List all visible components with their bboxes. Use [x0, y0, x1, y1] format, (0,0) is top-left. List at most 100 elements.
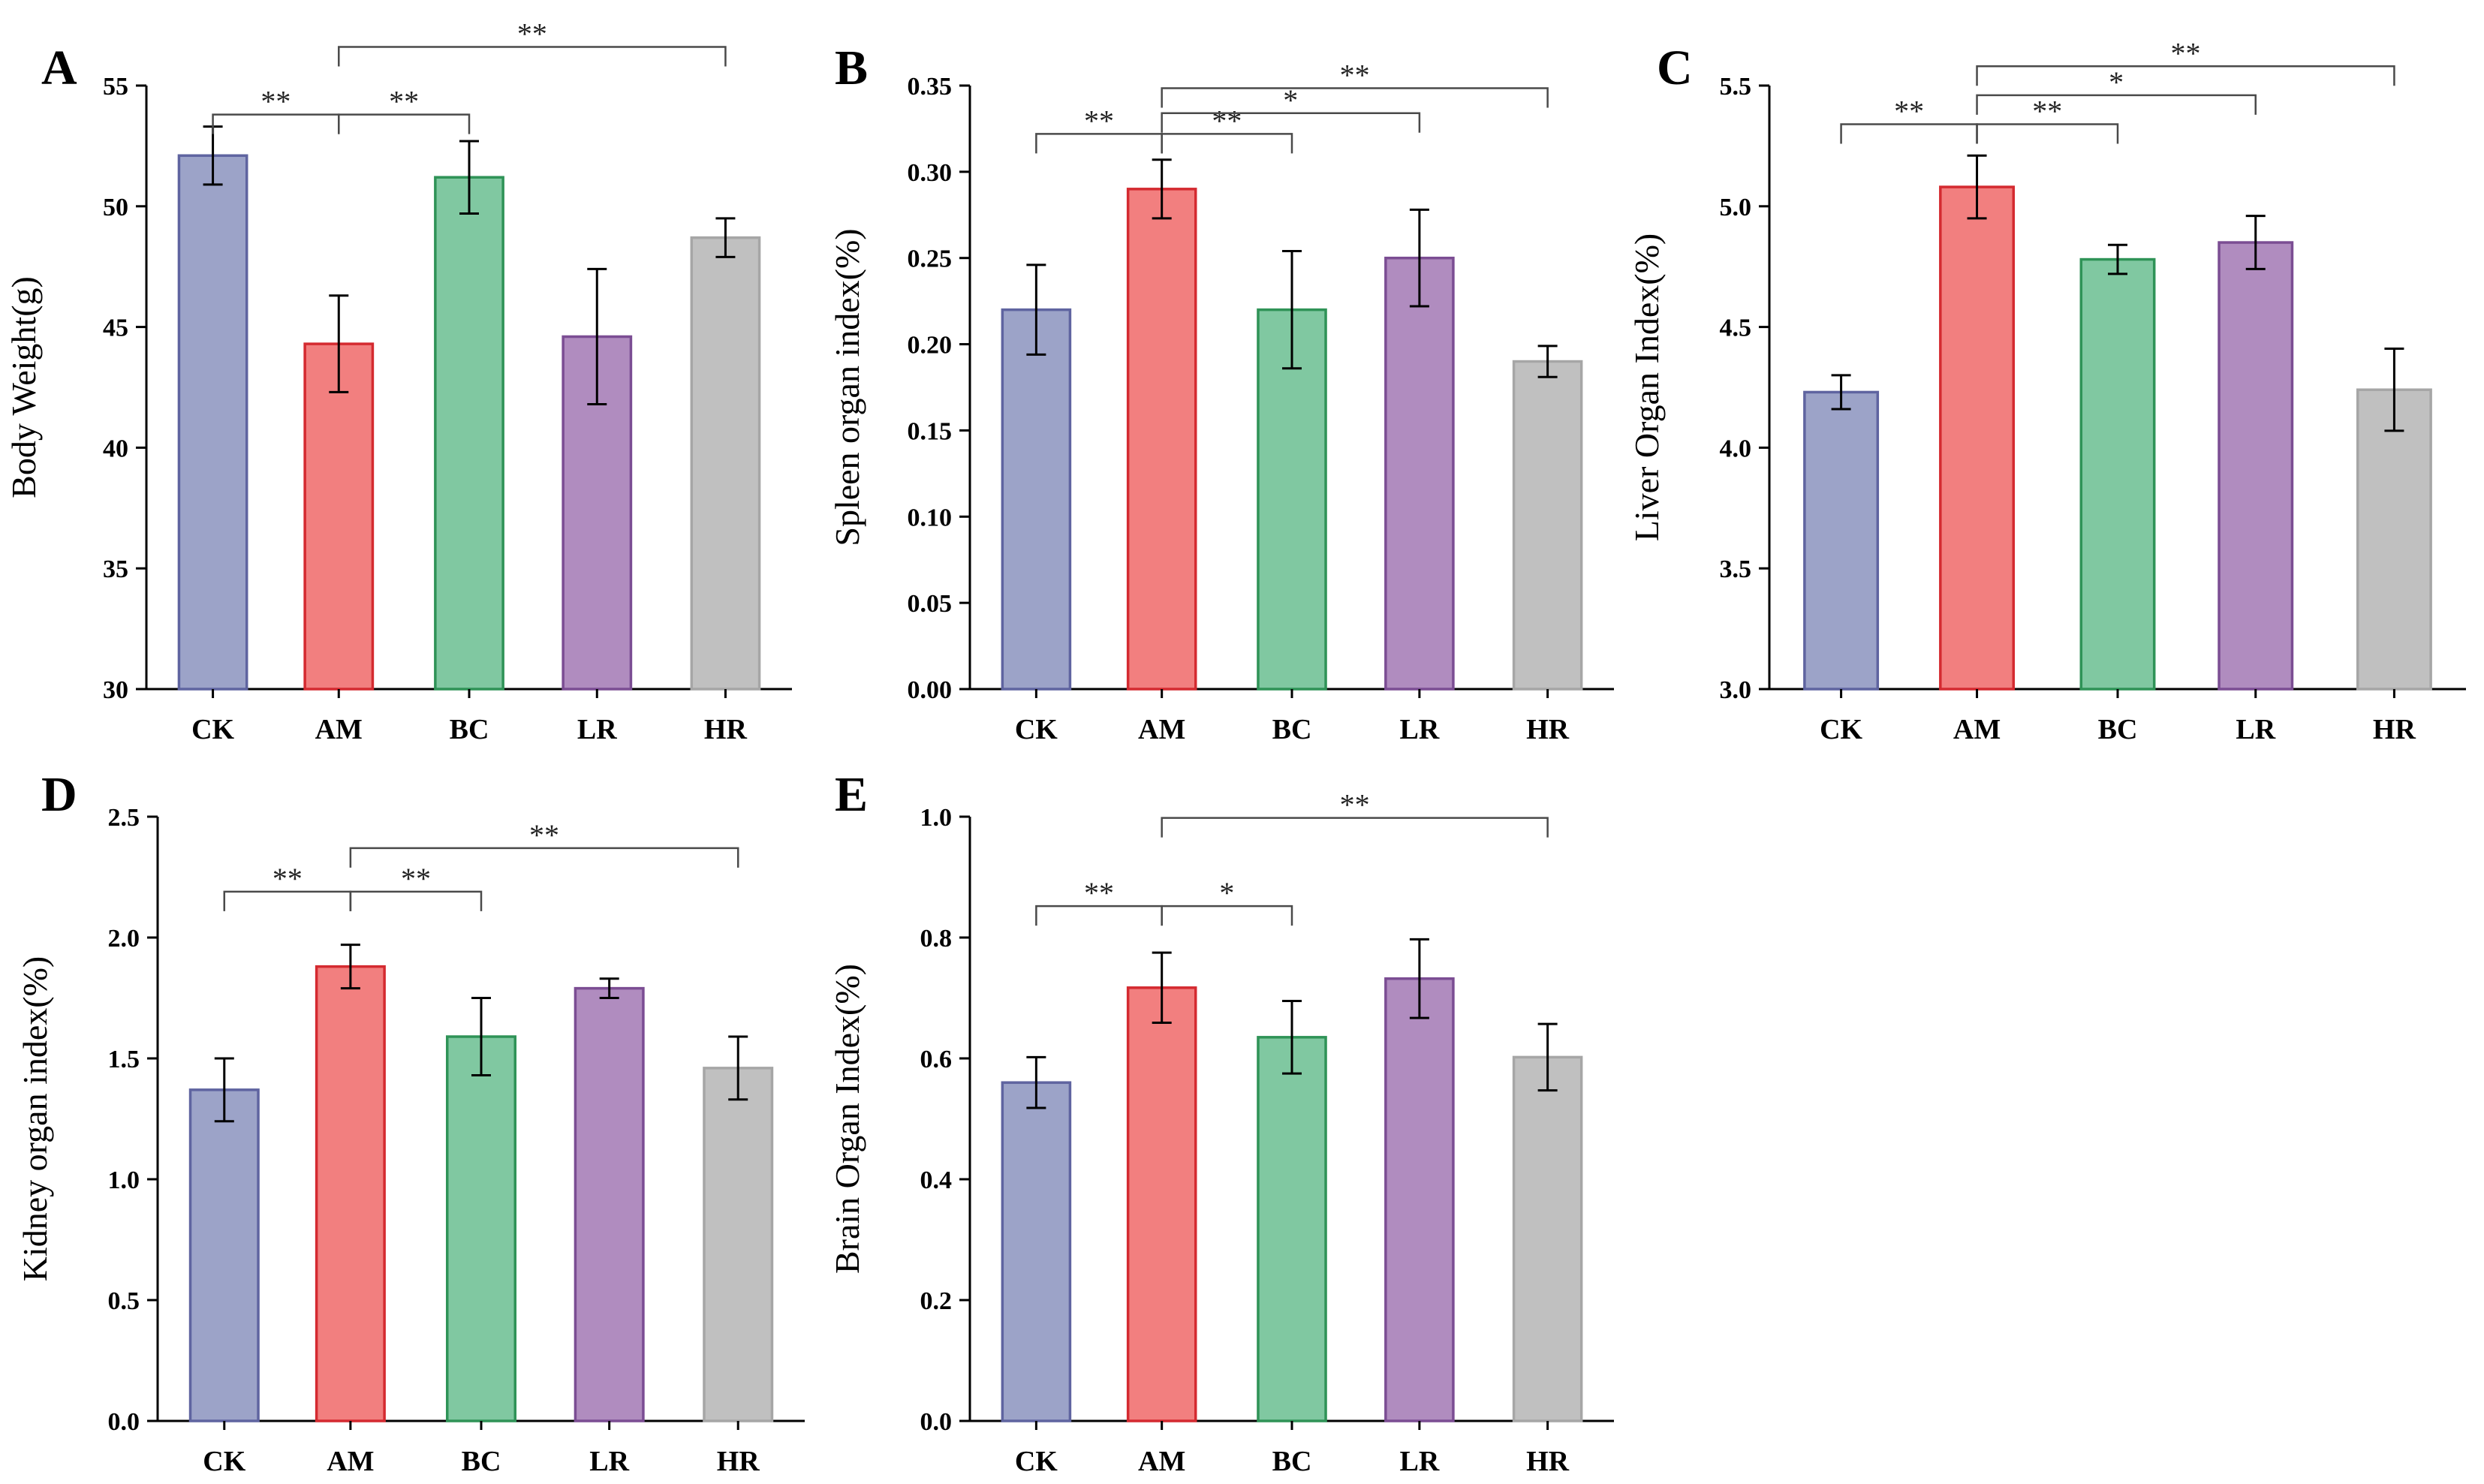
error-bar-lr — [2245, 215, 2266, 270]
x-tick-label: AM — [1138, 1446, 1185, 1477]
significance-bracket — [1976, 65, 2395, 86]
y-tick-label: 0.30 — [908, 159, 953, 187]
y-tick-label: 3.0 — [1720, 676, 1752, 704]
y-tick-label: 2.5 — [108, 804, 140, 832]
x-tick-label: LR — [2236, 714, 2275, 745]
x-tick-label: BC — [2098, 714, 2138, 745]
y-tick-label: 0.15 — [908, 417, 953, 445]
bar-lr — [2218, 241, 2294, 691]
significance-label: ** — [2032, 94, 2062, 128]
significance-bracket — [338, 113, 471, 134]
y-tick-label: 1.0 — [920, 804, 953, 832]
bar-ck — [1803, 390, 1880, 691]
significance-bracket — [1161, 112, 1421, 133]
y-axis-title: Spleen organ index(%) — [828, 228, 866, 546]
significance-label: ** — [517, 17, 547, 51]
significance-label: ** — [1212, 104, 1242, 137]
y-tick-label: 0.20 — [908, 332, 953, 360]
panel-letter: B — [835, 41, 868, 95]
significance-label: ** — [401, 862, 431, 896]
y-tick-label: 0.10 — [908, 504, 953, 531]
error-bar-ck — [1026, 1055, 1046, 1109]
y-axis-title: Body Weight(g) — [5, 276, 43, 498]
y-tick-label: 45 — [103, 315, 128, 342]
y-tick-label: 2.0 — [108, 925, 140, 953]
y-tick-label: 0.00 — [908, 676, 953, 704]
bar-lr — [1384, 256, 1455, 691]
x-tick-label: LR — [577, 714, 617, 745]
x-tick-label: AM — [327, 1446, 374, 1477]
error-bar-hr — [715, 217, 736, 258]
error-bar-bc — [1282, 250, 1302, 370]
x-tick-label: CK — [191, 714, 234, 745]
bar-am — [315, 965, 386, 1422]
error-bar-lr — [599, 977, 619, 999]
bar-bc — [1257, 1036, 1327, 1422]
x-tick-label: LR — [1399, 1446, 1439, 1477]
y-tick-label: 0.35 — [908, 73, 953, 101]
y-tick-label: 5.5 — [1720, 73, 1752, 101]
bar-hr — [703, 1067, 774, 1422]
x-tick-label: HR — [1526, 714, 1570, 745]
bar-lr — [574, 986, 645, 1422]
bar-am — [1126, 188, 1197, 691]
y-tick-label: 0.5 — [108, 1287, 140, 1315]
x-tick-label: HR — [1526, 1446, 1570, 1477]
y-axis-title: Liver Organ Index(%) — [1627, 233, 1666, 541]
significance-bracket — [1976, 123, 2119, 144]
error-bar-bc — [459, 140, 479, 215]
y-tick-label: 35 — [103, 555, 128, 583]
y-tick-label: 30 — [103, 676, 128, 704]
x-tick-label: CK — [203, 1446, 245, 1477]
error-bar-am — [329, 294, 349, 393]
panel-letter: A — [41, 41, 77, 95]
significance-label: ** — [529, 818, 559, 852]
x-tick-label: BC — [1272, 1446, 1312, 1477]
significance-label: ** — [1894, 94, 1924, 128]
error-bar-hr — [728, 1035, 748, 1101]
bar-am — [1939, 185, 2016, 691]
y-tick-label: 0.0 — [108, 1408, 140, 1436]
y-tick-label: 55 — [103, 73, 128, 101]
x-tick-label: CK — [1820, 714, 1862, 745]
error-bar-lr — [1409, 208, 1429, 308]
bar-hr — [1512, 1055, 1583, 1422]
error-bar-ck — [1831, 374, 1851, 411]
x-tick-label: AM — [315, 714, 363, 745]
panel-d: D 0.0 0.5 1.0 1.5 2.0 2.5 Kidney organ index(%)… — [16, 767, 805, 1477]
x-tick-label: LR — [589, 1446, 629, 1477]
panel-b: B 0.00 0.05 0.10 0.15 0.20 0.25 0.30 0.35 Spleen … — [828, 41, 1614, 745]
bar-lr — [1384, 977, 1455, 1422]
error-bar-hr — [2384, 348, 2404, 432]
error-bar-am — [1152, 158, 1172, 220]
significance-bracket — [349, 890, 483, 911]
bar-ck — [188, 1088, 260, 1422]
significance-label: ** — [1340, 58, 1370, 92]
panel-letter: D — [41, 767, 77, 822]
bar-am — [303, 342, 375, 691]
y-tick-label: 5.0 — [1720, 194, 1752, 221]
significance-bracket — [338, 46, 727, 67]
error-bar-bc — [1282, 1000, 1302, 1075]
significance-bracket — [1161, 905, 1293, 926]
significance-bracket — [1976, 94, 2257, 115]
bar-am — [1126, 986, 1197, 1422]
panel-letter: E — [835, 767, 868, 822]
y-tick-label: 0.2 — [920, 1287, 953, 1315]
y-tick-label: 4.5 — [1720, 315, 1752, 342]
error-bar-hr — [1537, 1022, 1558, 1092]
error-bar-am — [1967, 154, 1987, 220]
y-tick-label: 3.5 — [1720, 555, 1752, 583]
bar-hr — [690, 236, 761, 691]
bar-bc — [445, 1035, 517, 1422]
panel-a: A 30 35 40 45 50 55 Body Weight(g) CK AM BC LR HR ** *… — [5, 17, 792, 745]
error-bar-bc — [471, 997, 491, 1077]
y-tick-label: 0.6 — [920, 1046, 953, 1073]
x-tick-label: CK — [1015, 714, 1058, 745]
x-tick-label: BC — [1272, 714, 1312, 745]
error-bar-hr — [1537, 345, 1558, 378]
bar-ck — [177, 154, 248, 691]
significance-label: ** — [2170, 36, 2200, 70]
error-bar-am — [1152, 951, 1172, 1025]
